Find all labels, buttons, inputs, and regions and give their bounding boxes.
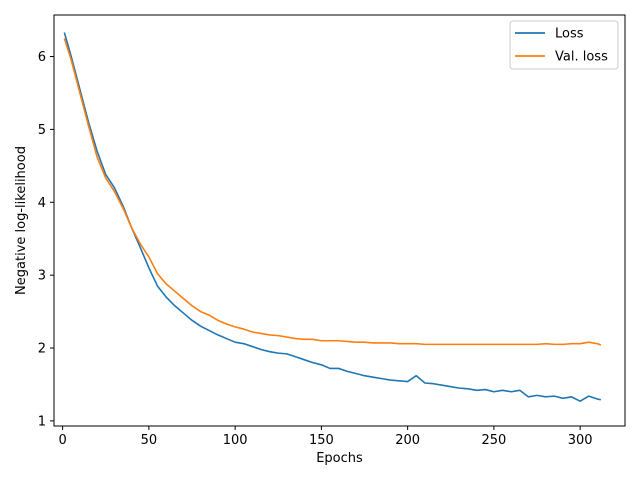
legend-label-val-loss: Val. loss: [555, 50, 608, 65]
y-tick-label: 2: [38, 342, 46, 357]
series-line-val-loss: [63, 38, 602, 346]
y-axis-ticks: 1 2 3 4 5 6: [38, 50, 54, 429]
plot-area: [54, 15, 625, 426]
x-tick-label: 200: [395, 433, 420, 448]
x-tick-label: 250: [481, 433, 506, 448]
x-tick-label: 100: [223, 433, 248, 448]
y-tick-label: 4: [38, 196, 46, 211]
y-tick-label: 6: [38, 50, 46, 65]
legend-label-loss: Loss: [555, 27, 584, 42]
legend: Loss Val. loss: [509, 20, 619, 70]
y-tick-label: 5: [38, 123, 46, 138]
x-tick-label: 300: [568, 433, 593, 448]
x-tick-label: 50: [141, 433, 158, 448]
x-axis-label: Epochs: [316, 451, 363, 466]
y-tick-label: 1: [38, 414, 46, 429]
y-axis-label: Negative log-likelihood: [14, 146, 29, 295]
plot-frame: [53, 14, 626, 427]
y-tick-label: 3: [38, 269, 46, 284]
series-layer: [63, 32, 602, 403]
x-tick-label: 0: [58, 433, 66, 448]
x-axis-ticks: 0 50 100 150 200 250 300: [58, 426, 593, 448]
x-tick-label: 150: [309, 433, 334, 448]
series-line-loss: [63, 32, 602, 403]
